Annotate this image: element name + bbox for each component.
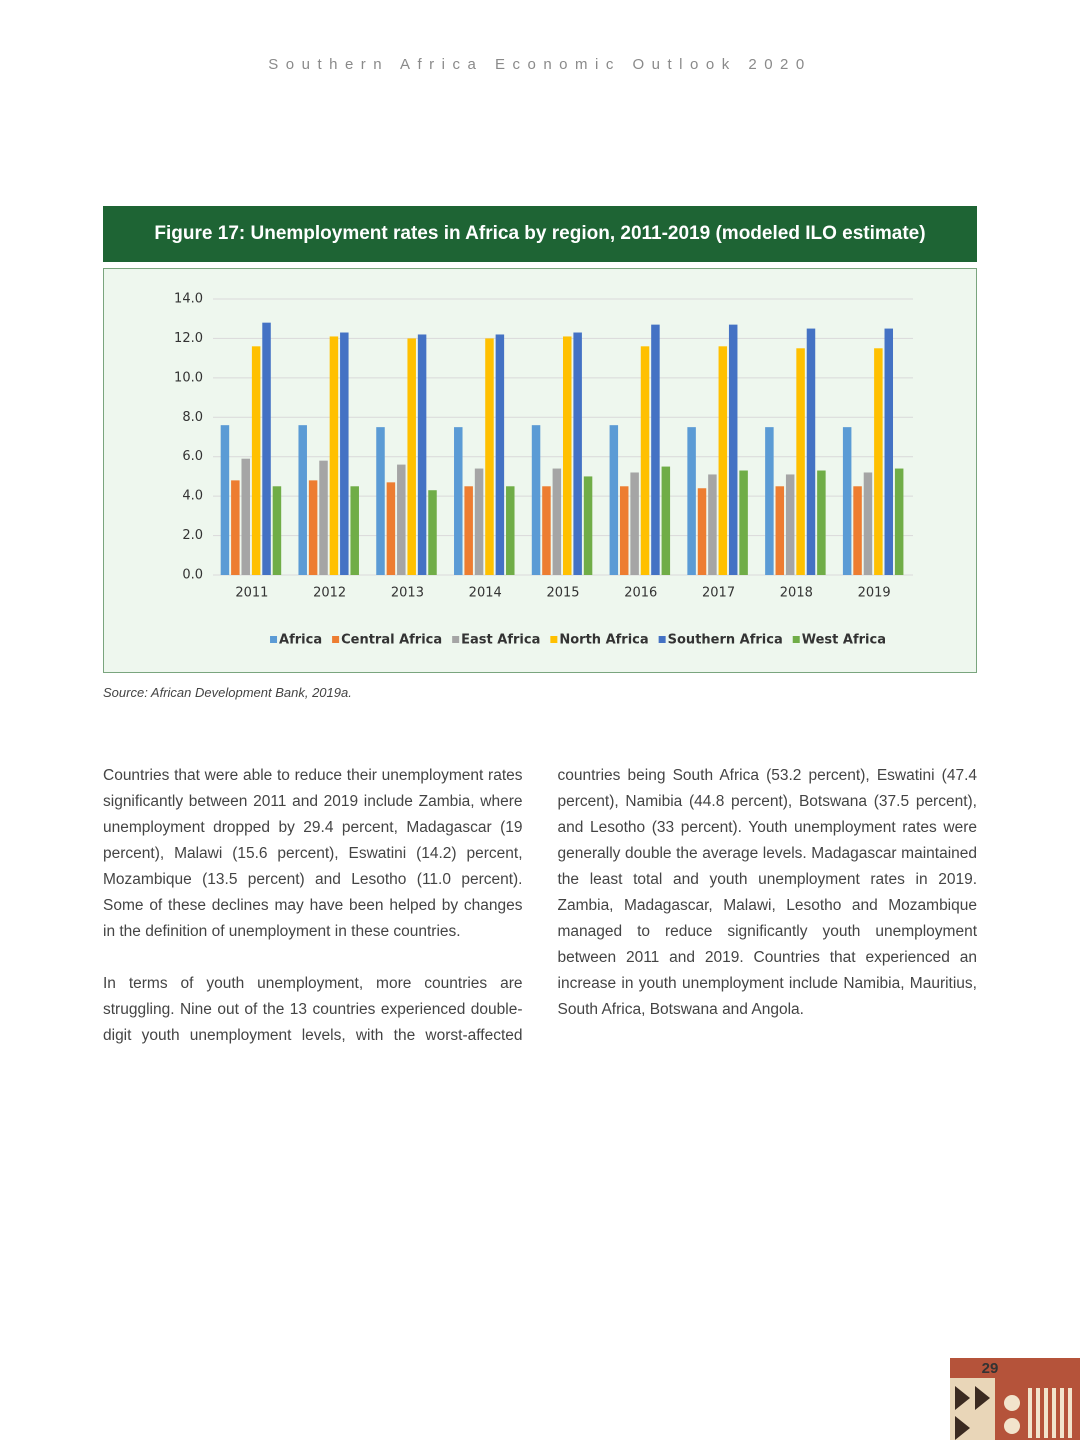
bar [765,427,774,575]
legend-swatch [792,636,800,643]
bar [231,480,240,575]
x-tick-label: 2013 [391,586,424,601]
legend-label: West Africa [802,633,886,648]
bar [417,334,427,575]
page-number: 29 [982,1360,999,1377]
badge-pattern [1004,1395,1020,1411]
paragraph: Countries that were able to reduce their… [103,767,523,940]
bar [262,322,271,575]
legend-label: East Africa [461,633,540,648]
x-tick-label: 2011 [235,586,268,601]
y-tick-label: 12.0 [174,331,203,346]
bar [563,336,572,575]
bar [220,425,230,575]
legend-label: Southern Africa [668,633,783,648]
bar [708,474,717,575]
page-number-badge: 29 [950,1358,1080,1440]
x-tick-label: 2016 [624,586,657,601]
bar [308,480,318,575]
bar [350,486,359,575]
legend-swatch [270,636,278,643]
bar [329,336,339,575]
bar [319,460,328,575]
x-tick-label: 2019 [858,586,891,601]
bar [428,490,437,575]
bar [298,425,307,575]
bar [630,472,639,575]
x-tick-label: 2014 [469,586,502,601]
bar [894,468,904,575]
bar [386,482,396,575]
bar [495,334,505,575]
bar [853,486,862,575]
bar [485,338,494,575]
bar [464,486,473,575]
x-tick-label: 2012 [313,586,346,601]
bar [407,338,416,575]
legend-label: Central Africa [341,633,442,648]
bar [340,332,349,575]
bar [573,332,582,575]
bar [863,472,873,575]
running-header: Southern Africa Economic Outlook 2020 [268,56,812,73]
bar [775,486,785,575]
chart: 0.0 2.0 4.0 6.0 8.0 10.0 12.0 14.0 2011 2012 2013 2… [174,292,913,648]
bar [785,474,795,575]
bar [474,468,484,575]
bar [619,486,629,575]
bar [842,427,852,575]
x-tick-label: 2017 [702,586,735,601]
bar [241,458,250,575]
x-tick-label: 2015 [546,586,579,601]
bar [728,324,738,575]
legend-swatch [452,636,460,643]
bar [454,427,463,575]
bar [739,470,748,575]
bar [640,346,650,575]
x-tick-label: 2018 [780,586,813,601]
bar [397,464,406,575]
bar [506,486,515,575]
y-tick-label: 10.0 [174,370,203,385]
bar [552,468,562,575]
bar [651,324,660,575]
y-tick-label: 0.0 [182,568,203,583]
y-tick-label: 2.0 [182,528,203,543]
chart-box: 0.0 2.0 4.0 6.0 8.0 10.0 12.0 14.0 2011 2012 2013 2… [103,268,977,673]
badge-pattern [1004,1418,1020,1434]
legend-swatch [658,636,666,643]
bar [661,466,671,575]
y-tick-label: 4.0 [182,489,203,504]
bar [583,476,593,575]
bar [806,328,816,575]
bar [272,486,282,575]
legend-swatch [332,636,340,643]
y-tick-label: 14.0 [174,292,203,307]
bar [609,425,619,575]
figure-title: Figure 17: Unemployment rates in Africa … [103,206,977,262]
paragraph: In terms of youth unemployment, more cou… [103,767,977,1044]
y-tick-label: 8.0 [182,410,203,425]
bar [817,470,826,575]
bar [718,346,728,575]
badge-pattern [955,1386,990,1440]
legend-swatch [550,636,558,643]
legend-label: Africa [279,633,322,648]
bar [376,427,385,575]
bar [796,348,805,575]
badge-pattern [1028,1388,1072,1438]
bar [884,328,894,575]
bar [697,488,707,575]
y-tick-label: 6.0 [182,449,203,464]
legend-label: North Africa [559,633,648,648]
bar [531,425,541,575]
bar [542,486,551,575]
bar [687,427,696,575]
bar [251,346,261,575]
bar [874,348,883,575]
source-note: Source: African Development Bank, 2019a. [103,685,352,700]
body-text: Countries that were able to reduce their… [103,763,977,1049]
